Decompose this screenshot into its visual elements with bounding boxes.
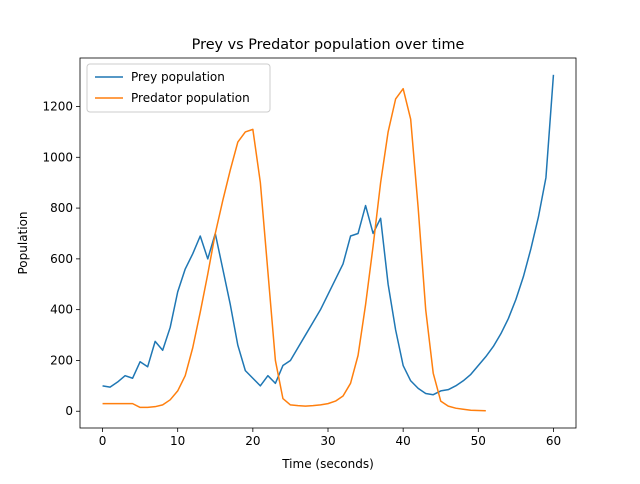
y-tick-label: 600 xyxy=(50,252,73,266)
x-axis-label: Time (seconds) xyxy=(281,457,374,471)
data-line xyxy=(102,87,486,412)
x-tick-label: 0 xyxy=(99,434,107,448)
y-tick-label: 400 xyxy=(50,303,73,317)
legend-label: Prey population xyxy=(131,70,225,84)
y-tick-label: 200 xyxy=(50,353,73,367)
x-tick-label: 60 xyxy=(546,434,561,448)
chart-title: Prey vs Predator population over time xyxy=(192,37,465,53)
legend-label: Predator population xyxy=(131,91,250,105)
x-tick-label: 20 xyxy=(245,434,260,448)
legend-box xyxy=(86,63,271,113)
y-axis-label: Population xyxy=(16,211,30,274)
x-tick-label: 10 xyxy=(170,434,185,448)
y-tick-label: 0 xyxy=(65,404,73,418)
x-tick-label: 30 xyxy=(320,434,335,448)
y-tick-label: 1200 xyxy=(42,100,73,114)
x-tick-label: 40 xyxy=(396,434,411,448)
y-tick-label: 800 xyxy=(50,201,73,215)
y-tick-label: 1000 xyxy=(42,150,73,164)
data-line xyxy=(102,74,555,396)
x-tick-label: 50 xyxy=(471,434,486,448)
plot-frame xyxy=(79,57,577,429)
